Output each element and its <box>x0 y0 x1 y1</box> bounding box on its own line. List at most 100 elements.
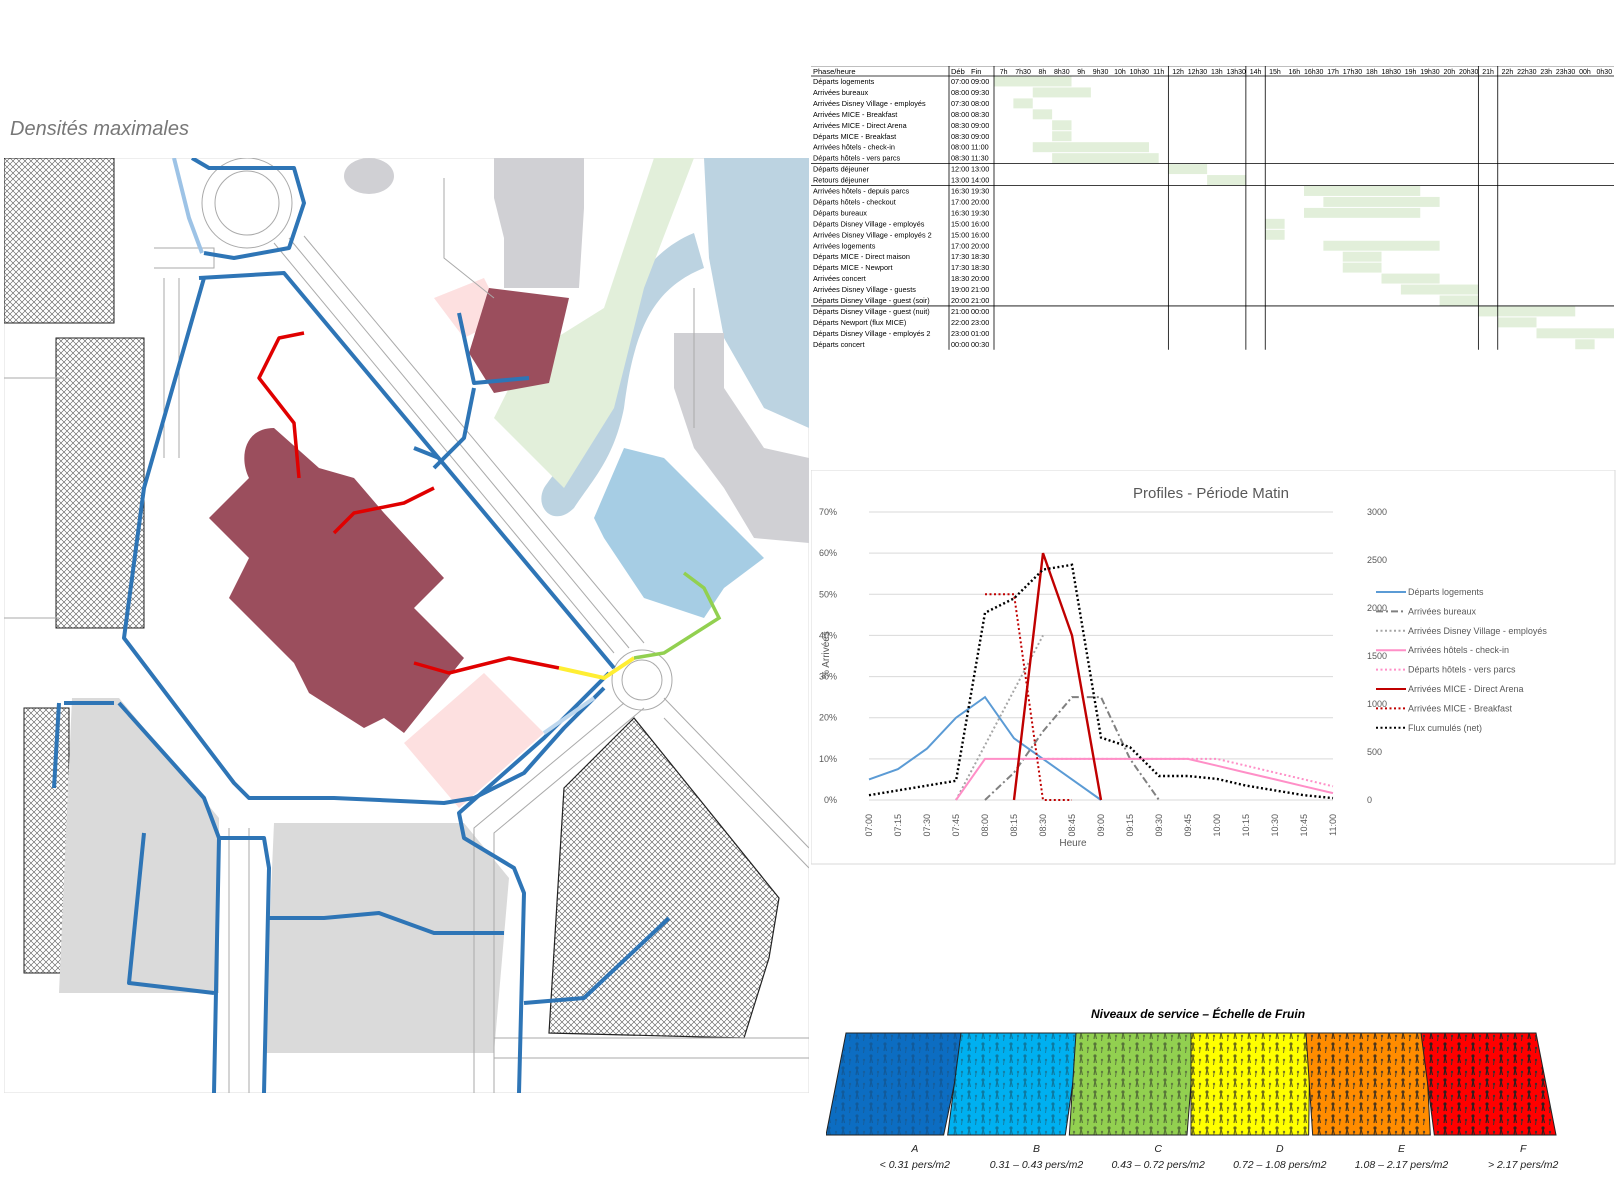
gantt-row-phase: Départs Disney Village - employés 2 <box>813 329 930 338</box>
pink-zone-bottom <box>404 673 544 808</box>
site-density-map <box>4 158 809 1093</box>
fruin-scale: Niveaux de service – Échelle de Fruin A <… <box>826 1006 1558 1171</box>
gantt-hour-label: 22h30 <box>1517 69 1537 76</box>
gantt-bar <box>1342 262 1382 273</box>
gantt-row-end: 18:30 <box>971 252 989 261</box>
chart-series-line <box>985 593 1072 801</box>
gantt-hour-label: 20h <box>1443 69 1455 76</box>
gantt-bar <box>1032 87 1091 98</box>
gantt-hour-label: 21h <box>1482 69 1494 76</box>
gantt-row-phase: Départs hôtels - checkout <box>813 197 896 206</box>
gantt-row-phase: Départs Disney Village - employés <box>813 219 925 228</box>
gantt-bar <box>1304 207 1421 218</box>
gantt-row-phase: Arrivées Disney Village - guests <box>813 285 916 294</box>
gantt-hour-label: 18h30 <box>1381 69 1401 76</box>
gantt-row-start: 22:00 <box>951 318 969 327</box>
gantt-row-end: 18:30 <box>971 263 989 272</box>
gantt-row-phase: Départs hôtels - vers parcs <box>813 154 901 163</box>
gantt-row-phase: Retours déjeuner <box>813 176 870 185</box>
fruin-level-letter: C <box>1154 1143 1162 1155</box>
gantt-bar <box>1265 229 1285 240</box>
gantt-row-phase: Départs déjeuner <box>813 165 870 174</box>
gantt-hour-label: 12h <box>1172 69 1184 76</box>
chart-xtick-label: 11:00 <box>1328 814 1338 836</box>
gantt-row-start: 12:00 <box>951 165 969 174</box>
gantt-row-end: 16:00 <box>971 230 989 239</box>
gantt-hour-label: 9h <box>1077 69 1085 76</box>
chart-xtick-label: 08:00 <box>980 814 990 837</box>
fruin-level-letter: D <box>1276 1143 1284 1155</box>
fruin-level-letter: F <box>1520 1143 1527 1155</box>
gantt-header-end: Fin <box>971 67 981 76</box>
gantt-row-end: 19:30 <box>971 187 989 196</box>
gantt-row-end: 20:00 <box>971 274 989 283</box>
gantt-row-start: 08:00 <box>951 88 969 97</box>
gantt-hour-label: 00h <box>1579 69 1591 76</box>
gantt-row-phase: Arrivées logements <box>813 241 876 250</box>
gantt-row-end: 09:30 <box>971 88 989 97</box>
gantt-row-start: 08:30 <box>951 132 969 141</box>
gantt-row-phase: Départs logements <box>813 77 875 86</box>
gantt-hour-label: 13h30 <box>1226 69 1246 76</box>
gantt-row-start: 17:30 <box>951 263 969 272</box>
chart-ytick-label: 20% <box>819 713 837 723</box>
gantt-row-start: 20:00 <box>951 296 969 305</box>
chart-ytick-label: 50% <box>819 589 837 599</box>
gantt-row-end: 14:00 <box>971 176 989 185</box>
gantt-bar <box>1032 109 1053 120</box>
gantt-row-start: 08:00 <box>951 110 969 119</box>
chart-ytick-label: 70% <box>819 507 837 517</box>
building-grey-right <box>674 333 809 543</box>
chart-y2tick-label: 2000 <box>1367 603 1387 613</box>
gantt-row-start: 07:00 <box>951 77 969 86</box>
legend-label: Arrivées bureaux <box>1408 606 1477 616</box>
gantt-row-end: 21:00 <box>971 296 989 305</box>
chart-series-line <box>868 695 1102 801</box>
gantt-row-end: 00:00 <box>971 307 989 316</box>
parking-grey-2 <box>264 823 509 1053</box>
gantt-row-start: 07:30 <box>951 99 969 108</box>
gantt-bar <box>1323 240 1440 251</box>
chart-ytick-label: 30% <box>819 672 837 682</box>
chart-y2tick-label: 500 <box>1367 747 1382 757</box>
legend-label: Arrivées Disney Village - employés <box>1408 626 1547 636</box>
chart-ytick-label: 10% <box>819 754 837 764</box>
chart-xtick-label: 10:00 <box>1212 814 1222 837</box>
gantt-row-end: 21:00 <box>971 285 989 294</box>
building-maroon-small <box>469 288 569 393</box>
chart-xtick-label: 09:45 <box>1183 814 1193 837</box>
gantt-row-end: 16:00 <box>971 219 989 228</box>
gantt-hour-label: 19h30 <box>1420 69 1440 76</box>
gantt-hour-label: 10h30 <box>1130 69 1150 76</box>
chart-xtick-label: 07:30 <box>922 814 932 837</box>
gantt-row-end: 19:30 <box>971 208 989 217</box>
chart-xtick-label: 08:30 <box>1038 814 1048 837</box>
fruin-crowd-texture <box>1191 1033 1310 1135</box>
chart-xtick-label: 07:00 <box>864 814 874 837</box>
chart-y2tick-label: 2500 <box>1367 555 1387 565</box>
chart-xtick-label: 09:15 <box>1125 814 1135 837</box>
legend-label: Départs logements <box>1408 587 1484 597</box>
gantt-row-start: 17:30 <box>951 252 969 261</box>
gantt-row-phase: Départs Newport (flux MICE) <box>813 318 906 327</box>
gantt-hour-label: 15h <box>1269 69 1281 76</box>
gantt-row-phase: Départs Disney Village - guest (nuit) <box>813 307 930 316</box>
gantt-bar <box>1342 251 1382 262</box>
gantt-bar <box>1323 196 1440 207</box>
gantt-hour-label: 14h <box>1250 69 1262 76</box>
gantt-bar <box>1168 164 1208 175</box>
gantt-row-phase: Arrivées hôtels - depuis parcs <box>813 187 909 196</box>
chart-xtick-label: 08:15 <box>1009 814 1019 837</box>
gantt-row-end: 08:00 <box>971 99 989 108</box>
fruin-level-range: 0.31 – 0.43 pers/m2 <box>990 1159 1084 1171</box>
chart-xtick-label: 07:45 <box>951 814 961 837</box>
gantt-header-phase: Phase/heure <box>813 67 856 76</box>
gantt-hour-label: 16h <box>1288 69 1300 76</box>
gantt-row-end: 01:00 <box>971 329 989 338</box>
gantt-row-phase: Arrivées MICE - Direct Arena <box>813 121 908 130</box>
gantt-row-start: 15:00 <box>951 230 969 239</box>
fruin-level-letter: B <box>1033 1143 1040 1155</box>
walkway-level-d <box>558 656 636 681</box>
gantt-row-end: 13:00 <box>971 165 989 174</box>
chart-frame <box>811 470 1616 865</box>
